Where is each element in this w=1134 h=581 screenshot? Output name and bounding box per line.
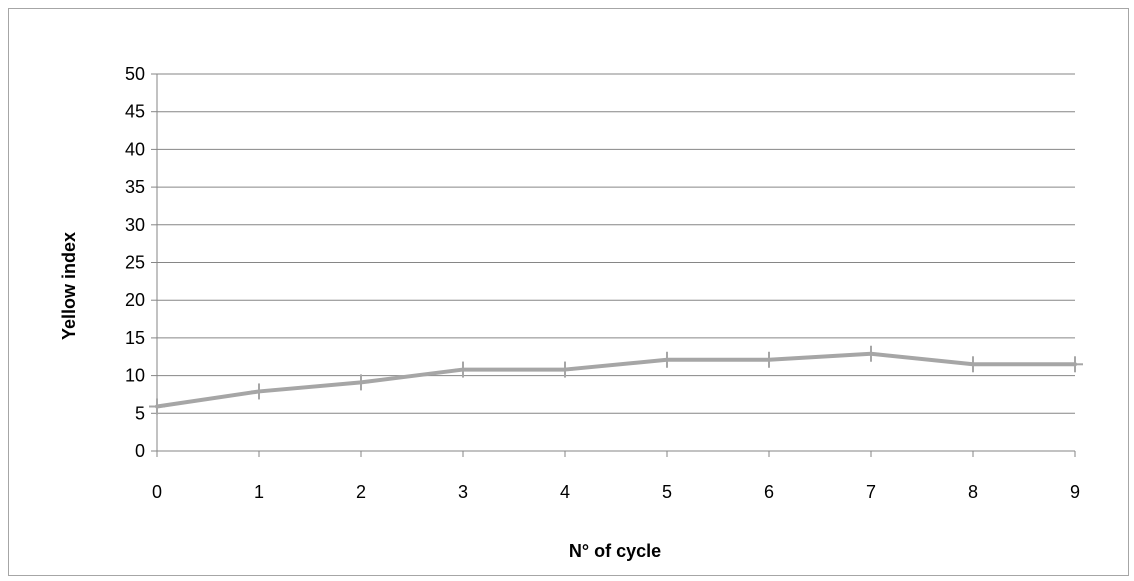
y-tick-label: 30 (125, 215, 145, 235)
y-tick-label: 25 (125, 253, 145, 273)
y-tick-label: 50 (125, 64, 145, 84)
x-tick-label: 3 (458, 482, 468, 502)
chart-frame (8, 8, 1129, 576)
x-tick-label: 8 (968, 482, 978, 502)
data-point-marker (353, 374, 369, 391)
y-tick-label: 5 (135, 403, 145, 423)
axes (151, 73, 1076, 457)
x-axis-title: N° of cycle (569, 541, 661, 561)
gridlines (157, 73, 1075, 414)
x-tick-label: 7 (866, 482, 876, 502)
x-tick-label: 6 (764, 482, 774, 502)
y-tick-label: 15 (125, 328, 145, 348)
data-point-marker (761, 351, 777, 368)
data-point-marker (455, 361, 471, 378)
x-tick-label: 2 (356, 482, 366, 502)
data-point-marker (149, 398, 165, 415)
series (149, 345, 1083, 415)
y-tick-label: 20 (125, 290, 145, 310)
data-point-marker (863, 345, 879, 362)
data-point-marker (251, 383, 267, 400)
series-line (155, 351, 1077, 409)
data-point-marker (659, 351, 675, 368)
data-point-marker (965, 356, 981, 373)
x-tick-label: 5 (662, 482, 672, 502)
x-tick-label: 0 (152, 482, 162, 502)
y-axis-title: Yellow index (59, 232, 79, 340)
x-tick-label: 1 (254, 482, 264, 502)
x-tick-label: 9 (1070, 482, 1080, 502)
x-tick-label: 4 (560, 482, 570, 502)
data-point-marker (1067, 356, 1083, 373)
y-tick-label: 35 (125, 177, 145, 197)
y-tick-label: 0 (135, 441, 145, 461)
y-tick-label: 10 (125, 366, 145, 386)
y-tick-label: 45 (125, 102, 145, 122)
y-tick-label: 40 (125, 139, 145, 159)
data-point-marker (557, 361, 573, 378)
